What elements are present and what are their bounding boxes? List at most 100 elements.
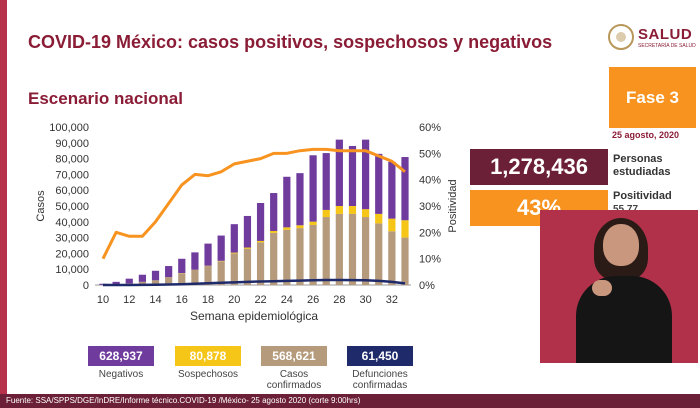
legend-value-negativos: 628,937	[88, 346, 154, 366]
bar-sospechosos	[230, 252, 238, 254]
logo-subtitle: SECRETARÍA DE SALUD	[638, 43, 696, 49]
legend-value-defunciones: 61,450	[347, 346, 413, 366]
source-footer: Fuente: SSA/SPPS/DGE/InDRE/Informe técni…	[0, 394, 700, 408]
sign-language-video	[540, 210, 698, 363]
x-tick-label: 12	[123, 294, 135, 306]
logo-name: SALUD	[638, 26, 693, 43]
y2-tick-label: 50%	[419, 148, 441, 160]
bar-casos-confirmados	[335, 213, 343, 285]
seal-icon	[608, 24, 634, 50]
legend-label-line2: confirmadas	[352, 380, 408, 391]
y-tick-label: 10,000	[55, 264, 89, 276]
bar-negativos	[388, 161, 396, 219]
bar-negativos	[361, 139, 370, 210]
bar-casos-confirmados	[204, 266, 212, 285]
slide-title: COVID-19 México: casos positivos, sospec…	[28, 32, 553, 52]
bar-negativos	[256, 202, 265, 241]
bar-negativos	[335, 139, 343, 206]
x-tick-label: 26	[307, 294, 319, 306]
y-tick-label: 60,000	[55, 185, 89, 197]
slide-subtitle: Escenario nacional	[28, 89, 183, 108]
x-tick-label: 24	[281, 294, 293, 306]
y2-tick-label: 60%	[419, 122, 441, 134]
bar-sospechosos	[361, 209, 370, 218]
legend-value-sospechosos: 80,878	[175, 346, 241, 366]
bar-casos-confirmados	[230, 253, 238, 285]
legend-label-line2: confirmados	[266, 380, 322, 391]
interpreter-face	[603, 224, 639, 266]
phase-badge: Fase 3	[609, 67, 696, 128]
legend-value-confirmados: 568,621	[261, 346, 327, 366]
bar-casos-confirmados	[375, 223, 383, 285]
bar-negativos	[178, 258, 186, 273]
bar-sospechosos	[243, 247, 252, 249]
bar-negativos	[165, 266, 173, 278]
legend-label-negativos: Negativos	[78, 369, 164, 380]
bar-sospechosos	[283, 227, 291, 230]
bar-casos-confirmados	[151, 280, 160, 285]
bar-negativos	[230, 224, 238, 253]
bar-casos-confirmados	[165, 277, 173, 285]
bar-sospechosos	[270, 230, 278, 233]
y-tick-label: 50,000	[55, 201, 89, 213]
legend-label-line1: Casos	[279, 369, 309, 380]
positivity-label-line2: 55.77	[613, 203, 699, 216]
bar-negativos	[151, 270, 160, 281]
y2-tick-label: 40%	[419, 175, 441, 187]
persons-studied-value: 1,278,436	[470, 149, 608, 185]
x-tick-label: 18	[202, 294, 214, 306]
bar-casos-confirmados	[309, 224, 317, 285]
bar-negativos	[348, 145, 357, 206]
salud-logo: SALUD SECRETARÍA DE SALUD	[608, 24, 698, 52]
bar-casos-confirmados	[243, 248, 252, 285]
y-tick-label: 0	[83, 280, 89, 292]
bar-casos-confirmados	[401, 237, 409, 285]
bar-casos-confirmados	[178, 273, 186, 285]
bar-negativos	[125, 278, 133, 284]
bar-negativos	[112, 281, 120, 285]
x-tick-label: 14	[149, 294, 161, 306]
y2-tick-label: 20%	[419, 227, 441, 239]
bar-casos-confirmados	[191, 269, 199, 285]
bar-negativos	[204, 243, 212, 266]
report-date: 25 agosto, 2020	[612, 130, 680, 140]
plot-layer: 0 10,000 20,000 30,000 40,000 50,000 60,000 70,…	[35, 122, 459, 323]
y-tick-label: 80,000	[55, 154, 89, 166]
bar-negativos	[270, 193, 278, 231]
bar-sospechosos	[335, 206, 343, 214]
x-axis-title: Semana epidemiológica	[190, 309, 318, 323]
accent-bar	[0, 0, 7, 408]
legend-label-sospechosos: Sospechosos	[165, 369, 251, 380]
y2-tick-label: 0%	[419, 280, 435, 292]
y2-axis-title: Positividad	[447, 179, 459, 232]
x-tick-label: 22	[254, 294, 266, 306]
x-tick-label: 30	[359, 294, 371, 306]
bar-sospechosos	[388, 218, 396, 232]
bar-sospechosos	[256, 240, 265, 243]
x-tick-label: 28	[333, 294, 345, 306]
bar-negativos	[283, 176, 291, 228]
y-tick-label: 40,000	[55, 217, 89, 229]
bar-casos-confirmados	[348, 213, 357, 285]
interpreter-hand	[592, 280, 612, 296]
bar-casos-confirmados	[217, 261, 225, 285]
y-tick-label: 30,000	[55, 233, 89, 245]
bar-negativos	[309, 155, 317, 222]
bar-casos-confirmados	[322, 217, 330, 285]
positivity-label: Positividad 55.77	[613, 190, 699, 216]
x-tick-label: 16	[176, 294, 188, 306]
bar-negativos	[401, 157, 409, 221]
bar-negativos	[243, 215, 252, 248]
legend-label-line1: Defunciones	[352, 369, 408, 380]
bar-casos-confirmados	[270, 232, 278, 285]
bar-negativos	[217, 235, 225, 261]
bar-sospechosos	[375, 213, 383, 224]
x-tick-label: 20	[228, 294, 240, 306]
interpreter-body	[576, 276, 672, 363]
y2-tick-label: 30%	[419, 201, 441, 213]
bar-sospechosos	[401, 220, 409, 238]
bar-sospechosos	[296, 225, 304, 229]
y2-tick-label: 10%	[419, 254, 441, 266]
bar-casos-confirmados	[256, 242, 265, 285]
